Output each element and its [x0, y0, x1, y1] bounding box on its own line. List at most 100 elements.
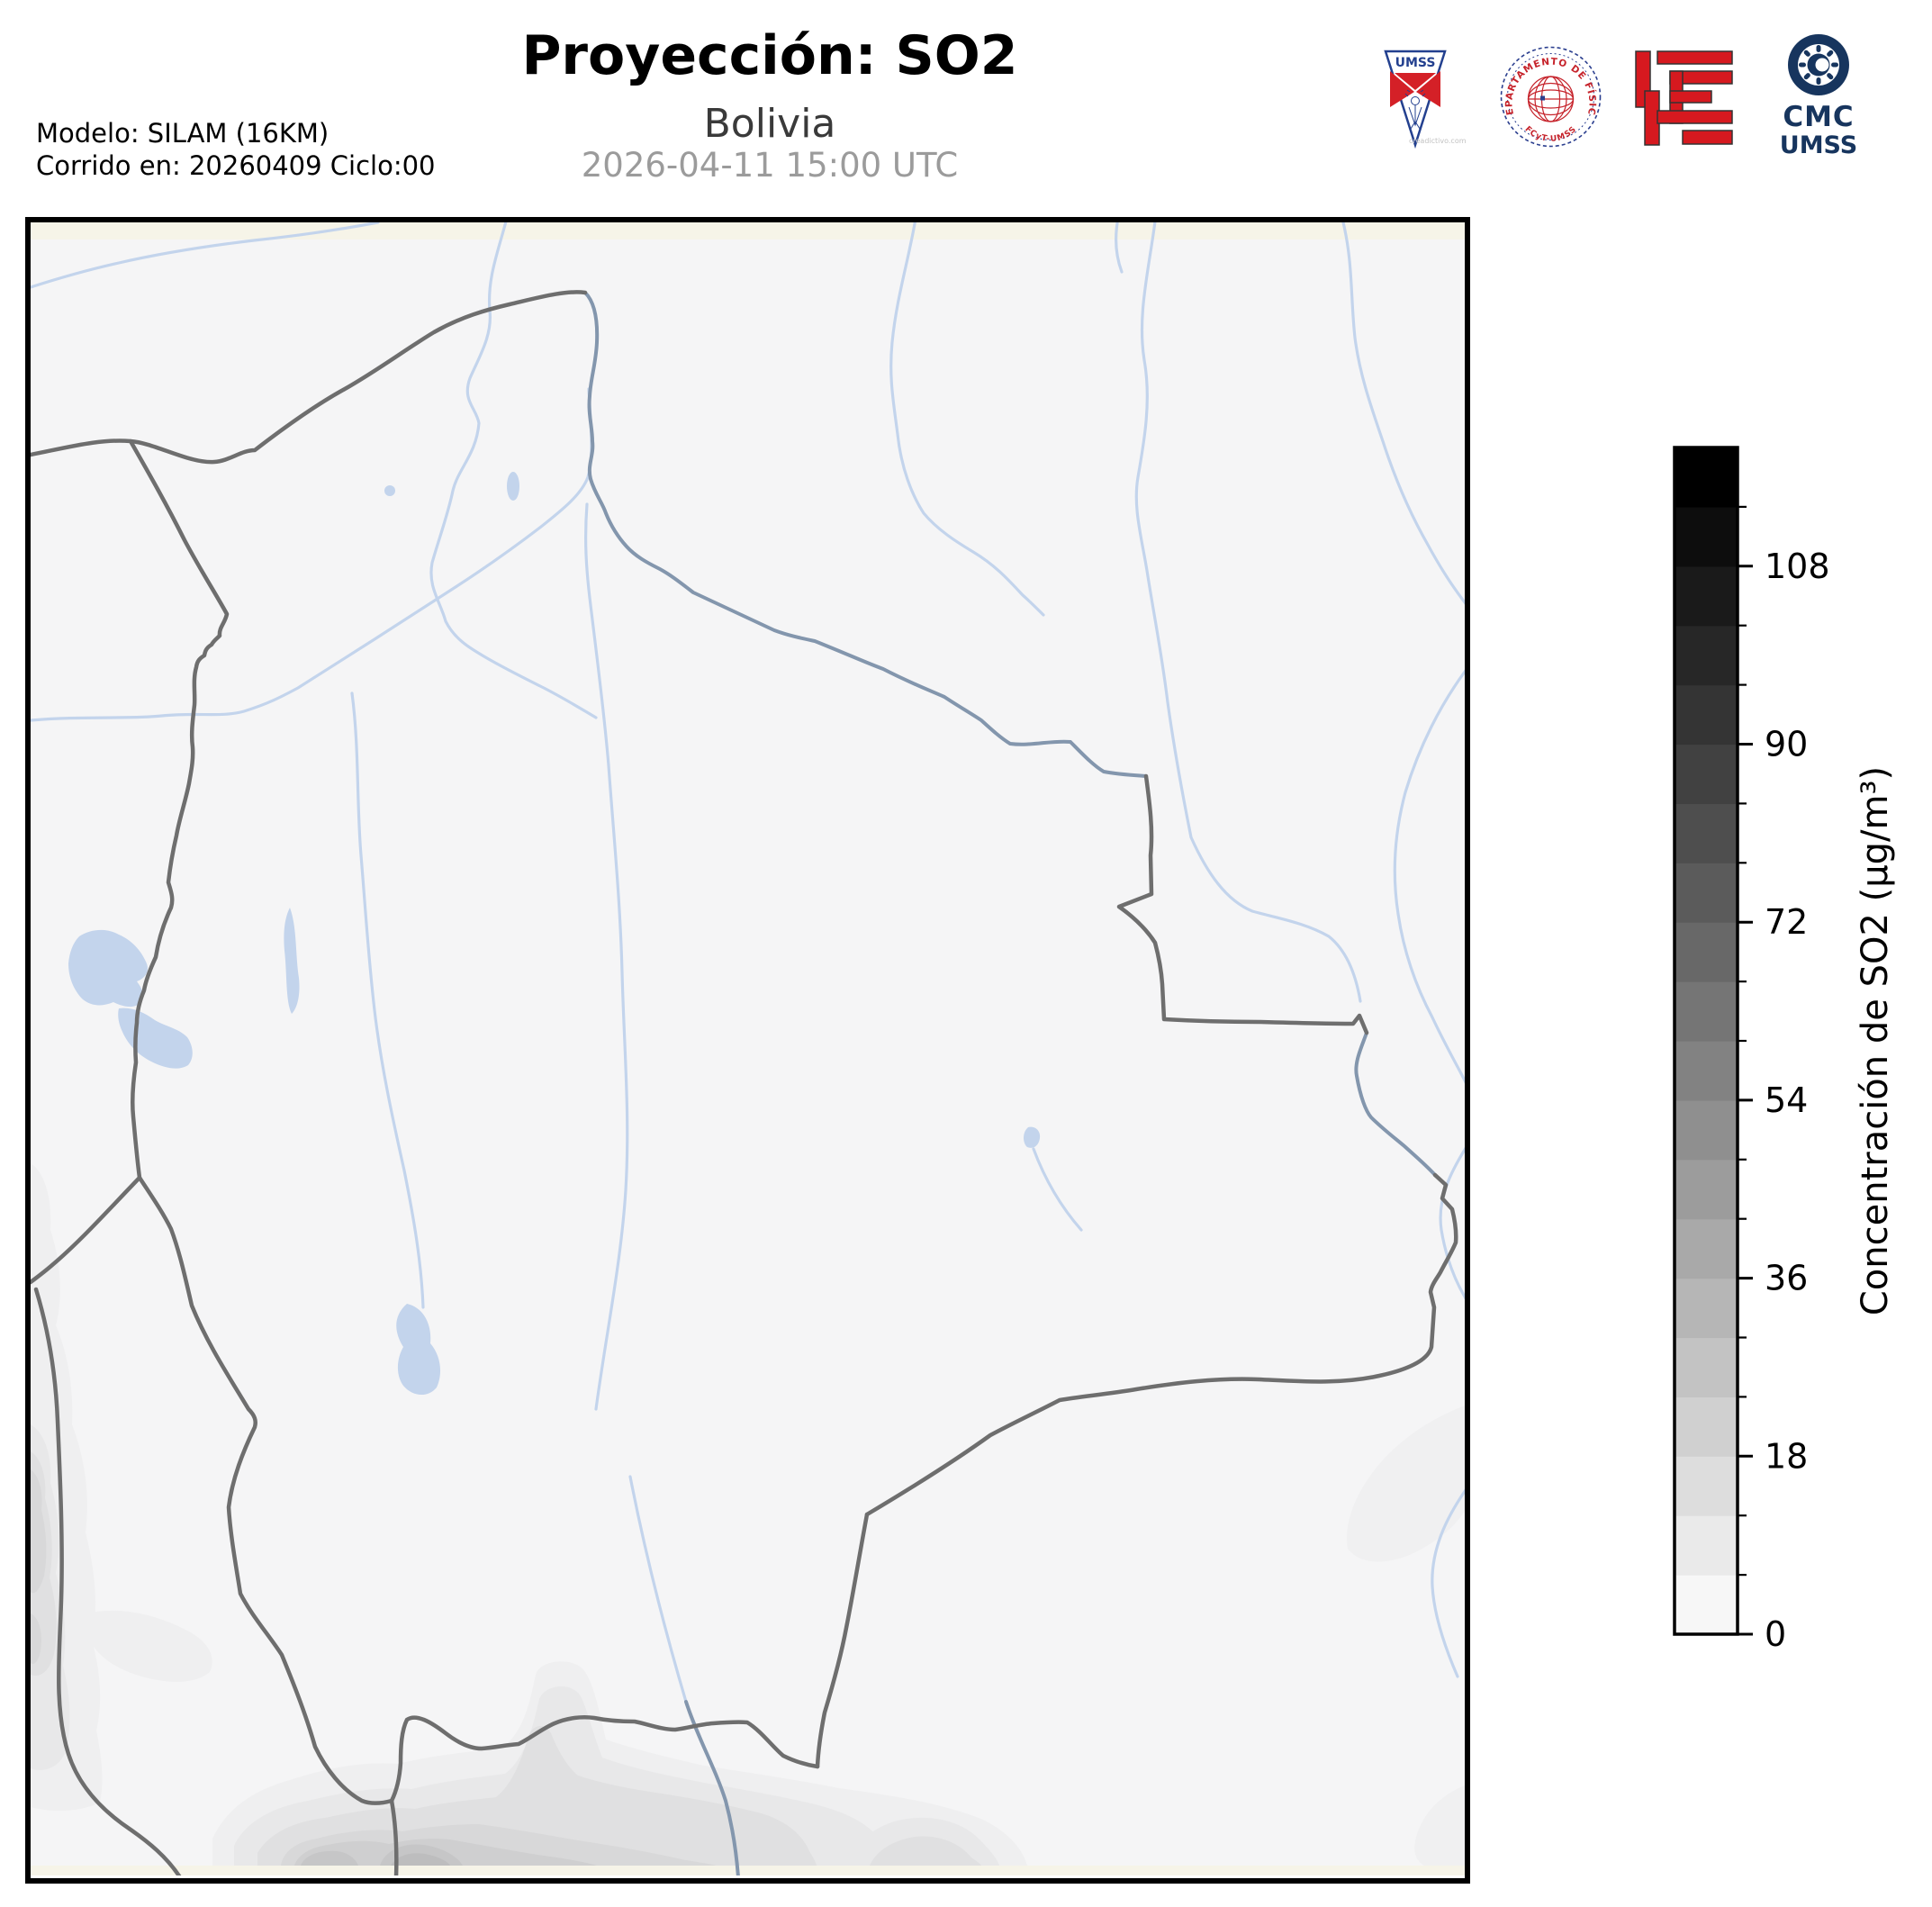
- cmc-label: CMC: [1783, 101, 1854, 133]
- colorbar-tick-label: 0: [1765, 1614, 1786, 1654]
- page-subtitle: Bolivia: [704, 101, 836, 147]
- river: [889, 222, 1045, 617]
- national-borders: [31, 290, 1458, 1875]
- colorbar-segment: [1675, 981, 1738, 1042]
- seal-globe-icon: [1527, 76, 1575, 122]
- river: [1134, 222, 1362, 1003]
- so2-contour: [391, 1853, 450, 1866]
- so2-contour: [31, 1469, 47, 1594]
- border-bolivia-paraguay: [815, 1512, 870, 1769]
- colorbar-segment: [1675, 565, 1738, 627]
- lake-titicaca: [68, 929, 148, 1008]
- seal-center-mark-icon: [1540, 95, 1545, 101]
- colorbar-ticks: [1738, 505, 1753, 1636]
- colorbar-tick-label: 90: [1765, 725, 1808, 764]
- fcyt-bar-icon: [1657, 110, 1733, 124]
- colorbar-segment: [1675, 922, 1738, 982]
- seal-outer-ring-icon: [1500, 46, 1602, 148]
- pennant-red-top-icon: [1395, 73, 1436, 90]
- umss-pennant-logo: UMSS creadictivo.com: [1384, 50, 1467, 149]
- river: [1115, 222, 1124, 274]
- so2-contour: [31, 1613, 41, 1665]
- colorbar-segment: [1675, 447, 1738, 508]
- colorbar-segment: [1675, 1456, 1738, 1516]
- lake: [1024, 1126, 1041, 1148]
- border-bolivia-brazil-east: [1116, 773, 1369, 1035]
- river-border: [1354, 1031, 1437, 1177]
- river: [1431, 1488, 1465, 1678]
- colorbar-segment: [1675, 1515, 1738, 1576]
- river: [31, 222, 380, 289]
- colorbar-segment: [1675, 863, 1738, 923]
- rivers: [31, 222, 1465, 1704]
- fcyt-bar-icon: [1669, 90, 1712, 104]
- map-land-background: [31, 240, 1465, 1866]
- map-canvas: [31, 222, 1465, 1875]
- fcyt-bar-icon: [1682, 130, 1733, 145]
- model-line1: Modelo: SILAM (16KM): [36, 118, 329, 149]
- fcyt-bar-icon: [1657, 50, 1733, 65]
- cmc-sublabel: UMSS: [1780, 131, 1857, 159]
- river: [429, 222, 598, 719]
- model-line2: Corrido en: 20260409 Ciclo:00: [36, 150, 436, 181]
- river-borders: [583, 291, 1437, 1875]
- colorbar-segment: [1675, 506, 1738, 567]
- colorbar-segment: [1675, 744, 1738, 804]
- river: [628, 1475, 688, 1704]
- river: [584, 502, 629, 1411]
- so2-contour: [1347, 1405, 1465, 1562]
- river: [31, 387, 593, 722]
- border-bolivia-southeast: [864, 1172, 1458, 1517]
- colorbar-segment: [1675, 1575, 1738, 1635]
- colorbar-tick-label: 72: [1765, 902, 1808, 942]
- colorbar-segment: [1675, 1396, 1738, 1457]
- lake: [507, 472, 519, 501]
- cmc-gear-dashes-icon: [1799, 45, 1838, 85]
- colorbar-tick-labels: 0 18 36 54 72 90 108: [1765, 547, 1830, 1654]
- river: [1032, 1147, 1083, 1232]
- river: [350, 691, 425, 1309]
- river-border: [684, 1700, 740, 1875]
- lake-poopo: [396, 1304, 441, 1396]
- so2-contour: [1414, 1785, 1465, 1866]
- so2-contour: [301, 1850, 358, 1866]
- river: [1439, 1146, 1465, 1300]
- border-peru-bolivia: [128, 438, 230, 1180]
- cmc-core-moon-icon: [1815, 58, 1829, 72]
- border-peru-chile: [31, 1175, 142, 1285]
- colorbar-segment: [1675, 1278, 1738, 1339]
- colorbar-segment: [1675, 1337, 1738, 1397]
- seal-inner-ring-icon: [1507, 53, 1594, 140]
- pennant-emblem-icon: [1404, 89, 1426, 130]
- colorbar-tick-label: 18: [1765, 1436, 1808, 1476]
- pennant-watermark: creadictivo.com: [1409, 137, 1467, 145]
- pennant-red-left-icon: [1390, 71, 1414, 107]
- colorbar-tick-label: 36: [1765, 1259, 1808, 1298]
- seal-bottom-text: FCyT-UMSS: [1523, 125, 1578, 144]
- colorbar-segment: [1675, 625, 1738, 686]
- border-chile-bolivia: [137, 1175, 394, 1805]
- map-frame: [25, 217, 1470, 1884]
- colorbar-segment: [1675, 803, 1738, 863]
- colorbar-tick-label: 108: [1765, 547, 1830, 586]
- coastline-pacific: [33, 1287, 182, 1875]
- so2-contour: [86, 1610, 212, 1682]
- pennant-red-right-icon: [1416, 71, 1440, 107]
- colorbar-axis-label: Concentración de SO2 (µg/m³): [1855, 766, 1896, 1315]
- river: [1393, 669, 1465, 1084]
- fisica-seal-logo: DEPARTAMENTO DE FÍSICA FCyT-UMSS: [1494, 37, 1602, 148]
- river-border: [583, 291, 1148, 778]
- so2-contour: [870, 1836, 981, 1866]
- colorbar-segment: [1675, 1159, 1738, 1220]
- datetime-label: 2026-04-11 15:00 UTC: [582, 146, 959, 185]
- colorbar-segment: [1675, 1041, 1738, 1101]
- cmc-umss-logo: CMC UMSS: [1780, 34, 1857, 159]
- fcyt-red-logo: [1635, 50, 1733, 146]
- lake: [384, 485, 395, 496]
- colorbar: 0 18 36 54 72 90 108 Concentración de SO2 (µg/…: [1673, 446, 1896, 1654]
- page-title: Proyección: SO2: [521, 24, 1017, 87]
- border-bolivia-argentina: [389, 1715, 820, 1803]
- svg-text:FCyT-UMSS: FCyT-UMSS: [1523, 125, 1579, 144]
- colorbar-tick-label: 54: [1765, 1080, 1808, 1120]
